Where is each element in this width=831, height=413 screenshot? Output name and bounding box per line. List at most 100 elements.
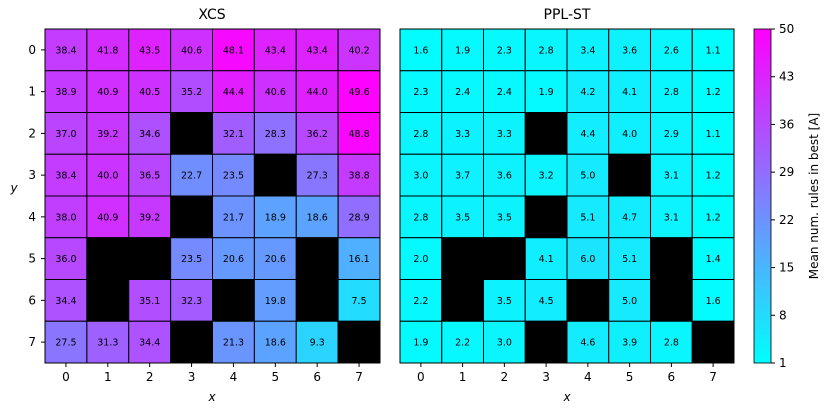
pplst-cell: [441, 237, 484, 280]
xcs-cell-label: 7.5: [352, 296, 367, 307]
xcs-cell-label: 36.5: [139, 171, 160, 182]
xcs-cell: [170, 279, 213, 322]
xcs-cell: [170, 153, 213, 197]
xcs-cell-label: 21.3: [223, 338, 244, 349]
pplst-cell: [441, 195, 484, 239]
xcs-cell: [295, 279, 339, 322]
xcs-cell: [212, 112, 255, 155]
xcs-cell-label: 32.3: [181, 296, 202, 307]
xcs-cell-label: 38.4: [55, 171, 76, 182]
xcs-cell: [44, 279, 88, 322]
pplst-cell-label: 6.0: [580, 254, 595, 265]
pplst-cell-label: 1.2: [706, 87, 721, 98]
xcs-y-tick-label: 3: [28, 168, 36, 182]
pplst-cell: [566, 153, 610, 197]
pplst-x-tick-label: 7: [709, 370, 717, 384]
xcs-x-tick-label: 3: [188, 370, 196, 384]
xcs-x-tick-label: 7: [355, 370, 363, 384]
pplst-cell-label: 4.1: [622, 87, 637, 98]
pplst-x-tick-label: 4: [584, 370, 592, 384]
pplst-cell: [524, 28, 568, 72]
pplst-cell-label: 4.5: [539, 296, 554, 307]
pplst-heatmap: 1.6 1.9 2.3 2.8 3.4 3.6 2.6 1.1 2.3 2.4 2.4 1.9 4.2 4…: [399, 28, 735, 384]
xcs-cell: [170, 70, 213, 113]
xcs-cell-label: 43.5: [139, 45, 160, 56]
xcs-cell: [128, 320, 172, 364]
pplst-cell-label: 3.5: [455, 212, 470, 223]
pplst-cell-label: 4.6: [580, 338, 595, 349]
pplst-cell-label: 2.3: [497, 45, 512, 56]
pplst-cell: [691, 153, 735, 197]
pplst-cell-label: 3.7: [455, 171, 470, 182]
colorbar-tick-label: 43: [779, 70, 794, 84]
pplst-cell-label: 1.9: [413, 338, 428, 349]
xcs-cell: [253, 28, 297, 72]
pplst-cell: [650, 112, 693, 155]
xcs-cell: [295, 237, 339, 280]
colorbar-tick-label: 22: [779, 213, 794, 227]
xcs-cell-label: 49.6: [348, 87, 369, 98]
xcs-cell: [86, 112, 130, 155]
xcs-cell: [86, 279, 130, 322]
xcs-x-tick-label: 1: [104, 370, 112, 384]
xcs-cell-label: 31.3: [97, 338, 118, 349]
xcs-cell: [253, 112, 297, 155]
pplst-cell-label: 4.2: [580, 87, 595, 98]
xcs-cell: [212, 237, 255, 280]
xcs-y-tick-label: 7: [28, 335, 36, 349]
colorbar-tick-label: 15: [779, 261, 794, 275]
pplst-cell-label: 2.3: [413, 87, 428, 98]
xcs-cell: [295, 320, 339, 364]
pplst-x-tick-label: 6: [668, 370, 676, 384]
pplst-cell-label: 2.2: [455, 338, 470, 349]
xcs-cell-label: 39.2: [97, 129, 118, 140]
xcs-cell: [212, 153, 255, 197]
xcs-cell: [86, 70, 130, 113]
xcs-cell: [337, 28, 381, 72]
colorbar-tick-label: 1: [779, 356, 787, 370]
pplst-cell-label: 4.4: [580, 129, 595, 140]
xcs-cell-label: 21.7: [223, 212, 244, 223]
pplst-cell: [566, 112, 610, 155]
colorbar-label: Mean num. rules in best [A]: [807, 113, 821, 279]
pplst-cell-label: 3.2: [539, 171, 554, 182]
xcs-cell-label: 40.6: [265, 87, 286, 98]
xcs-cell: [86, 28, 130, 72]
xcs-cell: [295, 195, 339, 239]
colorbar: [753, 28, 772, 364]
xcs-cell-label: 16.1: [348, 254, 369, 265]
pplst-cell: [399, 320, 443, 364]
xcs-cell: [212, 320, 255, 364]
xcs-cell: [253, 153, 297, 197]
pplst-cell: [441, 70, 484, 113]
xcs-cell-label: 28.3: [265, 129, 286, 140]
pplst-cell: [650, 320, 693, 364]
colorbar-tick-label: 29: [779, 165, 794, 179]
pplst-cell: [608, 279, 651, 322]
pplst-cell-label: 1.1: [706, 129, 721, 140]
xcs-y-tick-label: 2: [28, 126, 36, 140]
xcs-x-tick-label: 0: [62, 370, 70, 384]
pplst-cell-label: 4.7: [622, 212, 637, 223]
pplst-cell-label: 2.6: [664, 45, 679, 56]
pplst-cell-label: 3.0: [413, 171, 428, 182]
xcs-cell-label: 34.4: [55, 296, 76, 307]
pplst-cell-label: 2.8: [539, 45, 554, 56]
pplst-x-tick-label: 0: [417, 370, 425, 384]
xcs-cell-label: 43.4: [265, 45, 286, 56]
pplst-cell-label: 2.9: [664, 129, 679, 140]
pplst-cell: [650, 279, 693, 322]
xcs-cell: [337, 279, 381, 322]
pplst-cell-label: 3.9: [622, 338, 637, 349]
pplst-cell-label: 3.0: [497, 338, 512, 349]
pplst-cell: [524, 112, 568, 155]
xcs-cell-label: 18.6: [265, 338, 286, 349]
xcs-cell-label: 28.9: [348, 212, 369, 223]
xcs-cell: [295, 153, 339, 197]
xcs-title: XCS: [198, 7, 225, 23]
xcs-cell-label: 40.6: [181, 45, 202, 56]
xcs-cell: [44, 195, 88, 239]
xcs-frame: [44, 28, 381, 364]
pplst-cell-label: 3.3: [497, 129, 512, 140]
pplst-cell-label: 2.8: [664, 338, 679, 349]
